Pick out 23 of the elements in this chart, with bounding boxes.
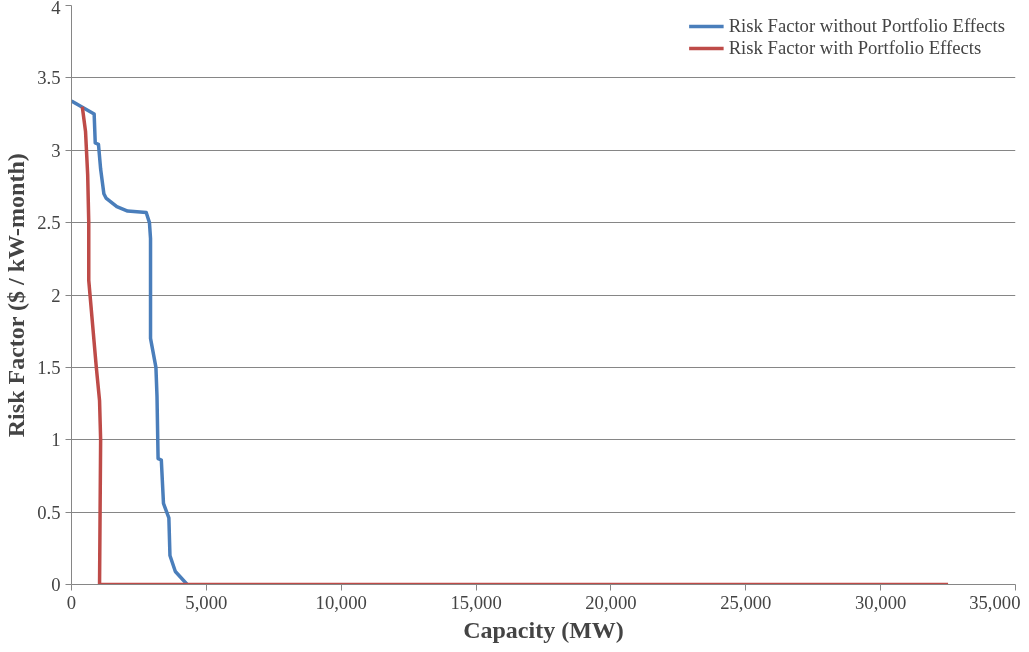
x-tick-label: 10,000 — [315, 591, 367, 613]
y-tick-label: 2.5 — [37, 212, 61, 234]
y-tick-label: 3.5 — [37, 67, 61, 89]
y-tick-label: 1.5 — [37, 356, 61, 378]
y-tick-label: 1 — [51, 429, 61, 451]
y-tick-label: 3 — [51, 139, 61, 161]
y-axis-title: Risk Factor ($ / kW-month) — [3, 153, 30, 438]
x-tick-label: 15,000 — [450, 591, 502, 613]
line-series — [80, 105, 950, 585]
x-tick-label: 5,000 — [185, 591, 228, 613]
y-tick-label: 0 — [51, 574, 61, 595]
line-series — [71, 99, 189, 585]
y-tick-label: 0.5 — [37, 501, 61, 523]
legend-label: Risk Factor with Portfolio Effects — [728, 37, 982, 59]
legend-label: Risk Factor without Portfolio Effects — [728, 15, 1005, 37]
x-tick-label: 0 — [66, 591, 77, 613]
x-tick-label: 25,000 — [720, 591, 772, 613]
x-axis-title: Capacity (MW) — [463, 616, 624, 643]
y-tick-label: 2 — [51, 284, 61, 306]
x-tick-label: 20,000 — [585, 591, 637, 613]
y-tick-label: 4 — [51, 0, 62, 18]
x-tick-label: 35,000 — [969, 591, 1021, 613]
x-tick-label: 30,000 — [854, 591, 907, 613]
